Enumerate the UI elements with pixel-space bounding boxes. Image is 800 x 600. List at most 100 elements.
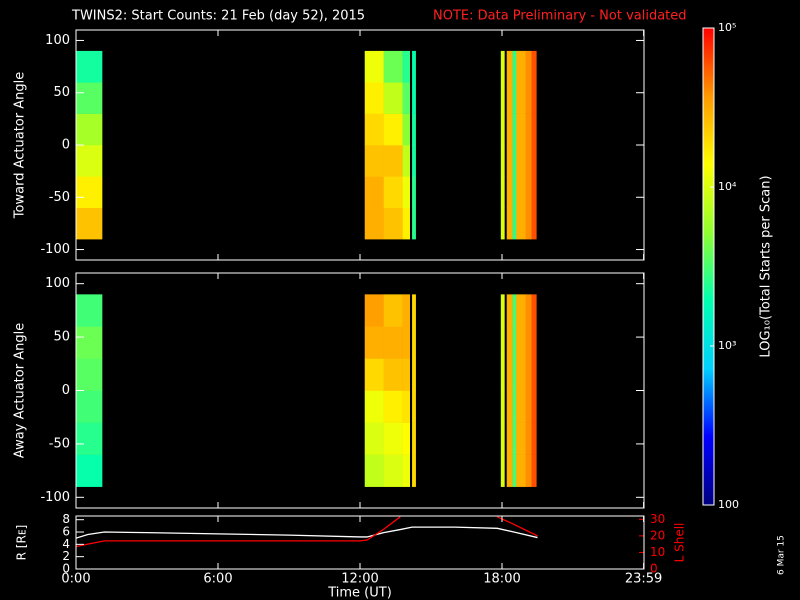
heatmap-cell [364,82,384,114]
heatmap-cell [76,326,103,359]
heatmap-cell [531,113,537,146]
panel-frame [75,29,645,261]
heatmap-cell [512,390,517,423]
heatmap-cell [364,145,384,177]
heatmap-cell [500,326,505,359]
heatmap-cell [364,113,384,146]
heatmap-cell [506,294,513,327]
heatmap-cell [412,50,416,83]
heatmap-cell [531,82,537,114]
y2-tick-label: 0 [650,562,658,576]
series-line [76,516,538,548]
x-tick-label: 23:59 [625,572,662,587]
y2-tick-label: 20 [650,528,665,542]
panel-frame [75,272,645,509]
heatmap-cell [76,50,103,83]
heatmap-cell [525,176,532,209]
heatmap-cell [500,294,505,327]
heatmap-cell [412,176,416,209]
heatmap-cell [76,390,103,423]
heatmap-cell [412,326,416,359]
heatmap-cell [512,145,517,177]
line-layer [76,516,538,548]
heatmap-cell [412,454,416,487]
y-tick-label: 100 [45,276,70,291]
heatmap-cell [364,294,384,327]
heatmap-cell [506,82,513,114]
heatmap-cell [525,326,532,359]
heatmap-cell [512,422,517,455]
heatmap-cell [512,326,517,359]
heatmap-cell [506,176,513,209]
heatmap-cell [500,422,505,455]
heatmap-cell [516,176,526,209]
heatmap-cell [402,422,410,455]
heatmap-cell [506,207,513,240]
y2-tick-label: 10 [650,545,665,559]
y-tick-label: -100 [40,490,70,505]
y-tick-label: 2 [62,549,70,563]
heatmap-cell [402,176,410,209]
y-tick-label: 4 [62,537,70,551]
heatmap-cell [506,454,513,487]
heatmap-cell [525,207,532,240]
y-tick-label: 100 [45,33,70,48]
heatmap-cell [531,294,537,327]
y-tick-label: 0 [62,562,70,576]
heatmap-cell [500,82,505,114]
x-tick-label: 0:00 [61,572,90,587]
heatmap-cell [402,358,410,391]
heatmap-cell [512,82,517,114]
heatmap-cell [512,358,517,391]
heatmap-cell [516,358,526,391]
heatmap-cell [383,176,403,209]
heatmap-cell [412,113,416,146]
heatmap-cell [516,145,526,177]
heatmap-cell [512,113,517,146]
heatmap-cell [76,176,103,209]
heatmap-cell [383,50,403,83]
y-tick-label: 8 [62,512,70,526]
heatmap-cell [516,422,526,455]
heatmap-cell [402,390,410,423]
y-tick-label: -50 [49,190,70,205]
heatmap-cell [76,113,103,146]
heatmap-cell [506,390,513,423]
colorbar-label: LOG₁₀(Total Starts per Scan) [759,175,774,357]
heatmap-cell [500,454,505,487]
colorbar-tick-label: 10⁴ [718,180,737,193]
heatmap-cell [412,390,416,423]
heatmap-cell [525,294,532,327]
heatmap-cell [506,50,513,83]
heatmap-cell [531,50,537,83]
heatmap-cell [364,422,384,455]
heatmap-cell [402,50,410,83]
heatmap-cell [506,326,513,359]
heatmap-cell [402,82,410,114]
heatmap-cell [500,390,505,423]
heatmap-cell [531,326,537,359]
heatmap-cell [76,422,103,455]
heatmap-cell [383,294,403,327]
heatmap-cell [500,145,505,177]
colorbar [702,27,715,506]
heatmap-cell [512,176,517,209]
heatmap-cell [525,454,532,487]
heatmap-cell [531,358,537,391]
heatmap-cell [531,422,537,455]
heatmap-cell [383,82,403,114]
heatmap-cell [383,390,403,423]
heatmap-cell [364,358,384,391]
heatmap-cell [402,145,410,177]
heatmap-cell [383,454,403,487]
heatmap-cell [531,207,537,240]
chart-title: TWINS2: Start Counts: 21 Feb (day 52), 2… [71,9,365,24]
x-tick-label: 6:00 [203,572,232,587]
heatmap-cell [516,207,526,240]
heatmap-cell [412,82,416,114]
colorbar-tick-label: 10³ [718,339,736,352]
heatmap-cell [402,294,410,327]
heatmap-cell [76,145,103,177]
heatmap-cell [525,358,532,391]
heatmap-cell [516,82,526,114]
